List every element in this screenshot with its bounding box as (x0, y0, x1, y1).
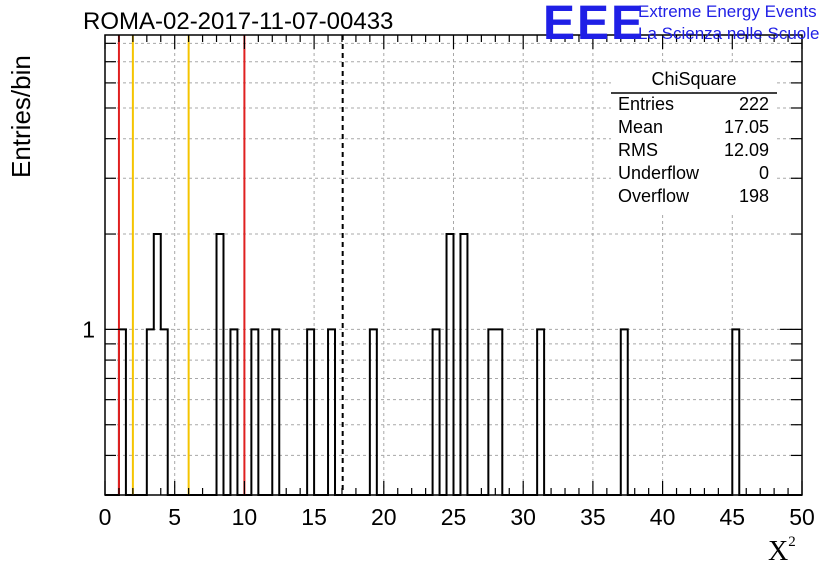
histogram-bin (537, 329, 544, 495)
histogram-bin (621, 329, 628, 495)
chart-title: ROMA-02-2017-11-07-00433 (83, 8, 394, 35)
stats-value: 17.05 (724, 117, 769, 137)
logo-subtitle-line2: La Scienza nelle Scuole (638, 24, 820, 43)
x-tick-label: 30 (510, 504, 536, 530)
stats-value: 198 (739, 186, 769, 206)
stats-label: Entries (618, 94, 674, 114)
y-tick-labels: 1 (82, 316, 95, 342)
x-tick-label: 25 (441, 504, 467, 530)
stats-value: 222 (739, 94, 769, 114)
histogram-bin (433, 329, 440, 495)
histogram-bin (307, 329, 314, 495)
stats-box: ChiSquare Entries 222 Mean 17.05 RMS 12.09 Unde… (611, 65, 777, 212)
histogram-bin (495, 329, 502, 495)
y-tick-label: 1 (82, 316, 95, 342)
stats-label: RMS (618, 140, 658, 160)
logo-subtitle-line1: Extreme Energy Events (638, 2, 817, 21)
x-tick-label: 40 (650, 504, 676, 530)
axis-ticks (104, 35, 803, 495)
histogram-bin (488, 329, 495, 495)
stats-label: Overflow (618, 186, 690, 206)
histogram-bin (119, 329, 126, 495)
stats-box-background (611, 65, 777, 212)
stats-title: ChiSquare (651, 69, 736, 89)
x-axis-label-base: X (768, 536, 789, 567)
stats-value: 0 (759, 163, 769, 183)
histogram-bin (370, 329, 377, 495)
histogram-bin (251, 329, 258, 495)
x-tick-label: 45 (720, 504, 746, 530)
x-tick-label: 15 (301, 504, 327, 530)
x-tick-label: 35 (580, 504, 606, 530)
y-axis-label: Entries/bin (6, 55, 36, 178)
histogram-bin (161, 329, 168, 495)
histogram-bin (328, 329, 335, 495)
histogram-bin (147, 329, 154, 495)
eee-logo: EEE (543, 0, 646, 50)
reference-lines (117, 35, 344, 495)
x-axis-label: X2 (768, 533, 796, 568)
x-tick-label: 0 (99, 504, 112, 530)
stats-value: 12.09 (724, 140, 769, 160)
histogram-bin (732, 329, 739, 495)
histogram-bin (230, 329, 237, 495)
stats-label: Underflow (618, 163, 700, 183)
x-tick-label: 10 (232, 504, 258, 530)
histogram-bin (272, 329, 279, 495)
x-tick-label: 50 (789, 504, 815, 530)
x-tick-label: 5 (168, 504, 181, 530)
x-tick-label: 20 (371, 504, 397, 530)
x-tick-labels: 0 5 10 15 20 25 30 35 40 45 50 (99, 504, 815, 530)
stats-label: Mean (618, 117, 663, 137)
x-axis-label-superscript: 2 (788, 533, 796, 550)
